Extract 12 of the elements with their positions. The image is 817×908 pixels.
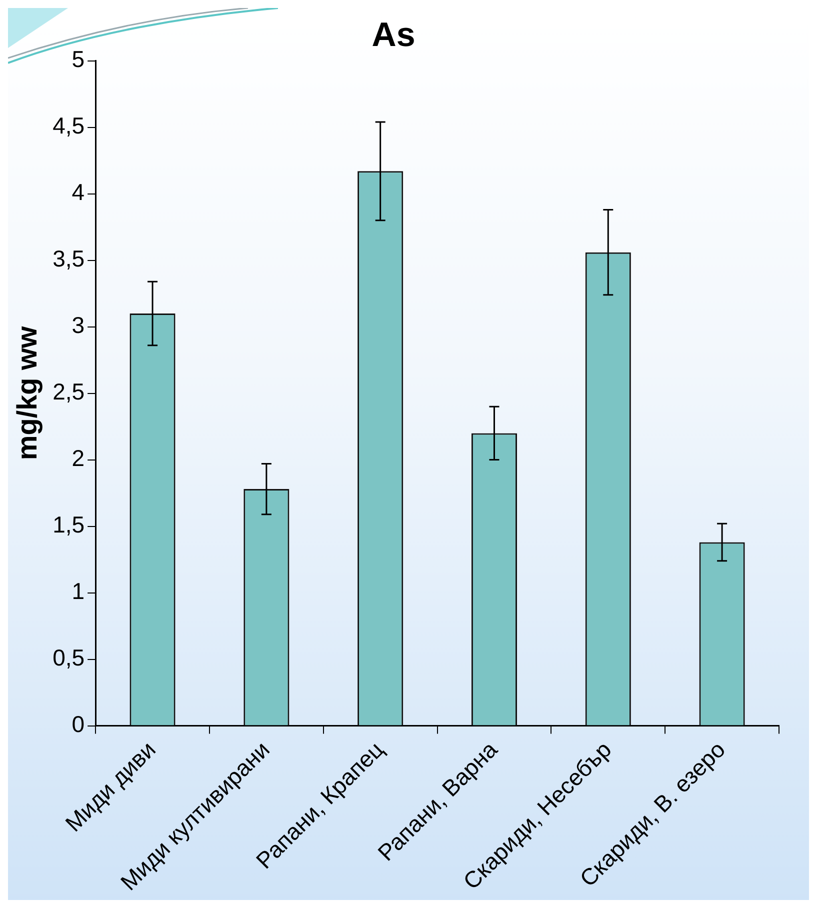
y-tick-label: 1,5 bbox=[52, 512, 85, 538]
y-tick-label: 3 bbox=[72, 312, 85, 338]
chart-title: As bbox=[372, 16, 416, 54]
y-tick-label: 3,5 bbox=[52, 246, 85, 272]
y-tick-label: 2 bbox=[72, 445, 85, 472]
y-tick-label: 0,5 bbox=[52, 644, 85, 671]
y-tick-label: 0 bbox=[72, 711, 85, 738]
y-tick-label: 4 bbox=[72, 179, 85, 206]
y-tick-label: 4,5 bbox=[52, 112, 85, 139]
y-tick-label: 2,5 bbox=[52, 378, 85, 405]
y-axis-title: mg/kg ww bbox=[12, 326, 43, 460]
y-tick-label: 1 bbox=[72, 578, 85, 604]
